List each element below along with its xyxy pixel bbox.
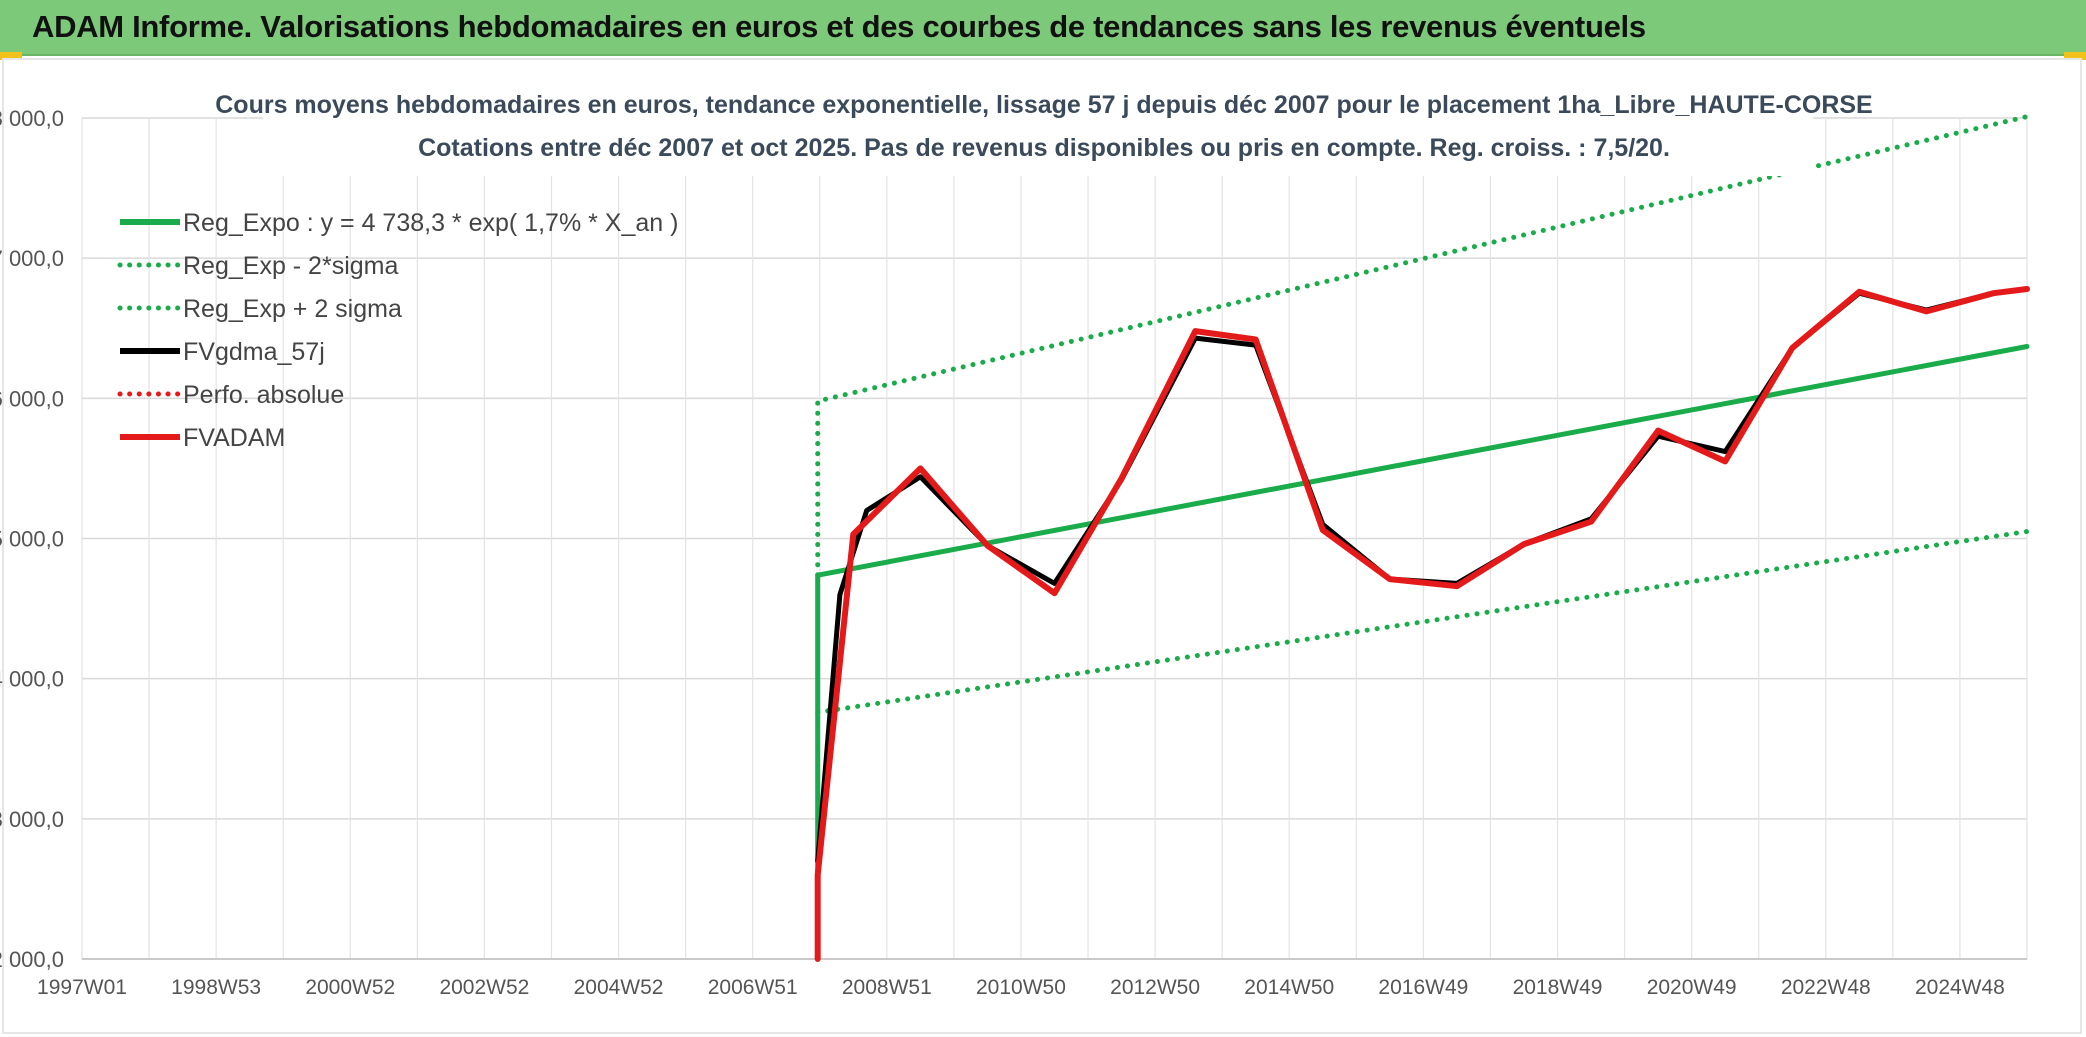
series-line <box>815 529 2030 715</box>
title-background <box>263 84 1813 176</box>
x-tick-label: 2014W50 <box>1244 976 1334 999</box>
chart-subtitle: Cotations entre déc 2007 et oct 2025. Pa… <box>418 134 1670 162</box>
x-tick-label: 2004W52 <box>574 976 664 999</box>
legend-label: Reg_Exp + 2 sigma <box>183 295 402 323</box>
x-tick-label: 1997W01 <box>37 976 127 999</box>
y-axis-tick-labels: 2 000,0 3 000,0 4 000,0 5 000,0 6 000,0 7 000… <box>0 106 64 972</box>
series-line <box>815 344 2030 962</box>
x-tick-label: 2012W50 <box>1110 976 1200 999</box>
chart-title: Cours moyens hebdomadaires en euros, ten… <box>215 91 1872 119</box>
x-tick-label: 2022W48 <box>1781 976 1871 999</box>
grid-lines <box>81 117 2028 960</box>
y-tick-label: 3 000,0 <box>0 807 64 832</box>
corner-accent-right <box>2064 52 2086 60</box>
y-tick-label: 2 000,0 <box>0 947 64 972</box>
y-tick-label: 4 000,0 <box>0 667 64 692</box>
y-tick-label: 6 000,0 <box>0 386 64 411</box>
report-title: ADAM Informe. Valorisations hebdomadaire… <box>32 9 1646 44</box>
x-tick-label: 2006W51 <box>708 976 798 999</box>
legend-label: FVgdma_57j <box>183 338 325 366</box>
x-tick-label: 2008W51 <box>842 976 932 999</box>
report-header: ADAM Informe. Valorisations hebdomadaire… <box>0 0 2086 56</box>
series-line <box>815 286 2030 864</box>
chart-frame <box>2 58 2082 1034</box>
legend-label: Reg_Expo : y = 4 738,3 * exp( 1,7% * X_a… <box>183 209 678 237</box>
series-line <box>815 114 2030 578</box>
series-line <box>814 286 2030 962</box>
legend-label: Reg_Exp - 2*sigma <box>183 252 398 280</box>
legend-label: Perfo. absolue <box>183 381 344 409</box>
x-tick-label: 2020W49 <box>1647 976 1737 999</box>
x-tick-label: 2018W49 <box>1513 976 1603 999</box>
x-axis-tick-labels: 1997W01 1998W53 2000W52 2002W52 2004W52 2006W… <box>37 976 2005 999</box>
data-series <box>814 114 2030 962</box>
corner-accent-left <box>0 52 22 60</box>
x-tick-label: 2010W50 <box>976 976 1066 999</box>
legend: Reg_Expo : y = 4 738,3 * exp( 1,7% * X_a… <box>117 209 678 452</box>
x-tick-label: 1998W53 <box>171 976 261 999</box>
y-tick-label: 7 000,0 <box>0 246 64 271</box>
x-tick-label: 2002W52 <box>439 976 529 999</box>
legend-label: FVADAM <box>183 424 285 452</box>
x-tick-label: 2016W49 <box>1378 976 1468 999</box>
y-tick-label: 5 000,0 <box>0 527 64 552</box>
x-tick-label: 2000W52 <box>305 976 395 999</box>
x-tick-label: 2024W48 <box>1915 976 2005 999</box>
y-tick-label: 8 000,0 <box>0 106 64 131</box>
